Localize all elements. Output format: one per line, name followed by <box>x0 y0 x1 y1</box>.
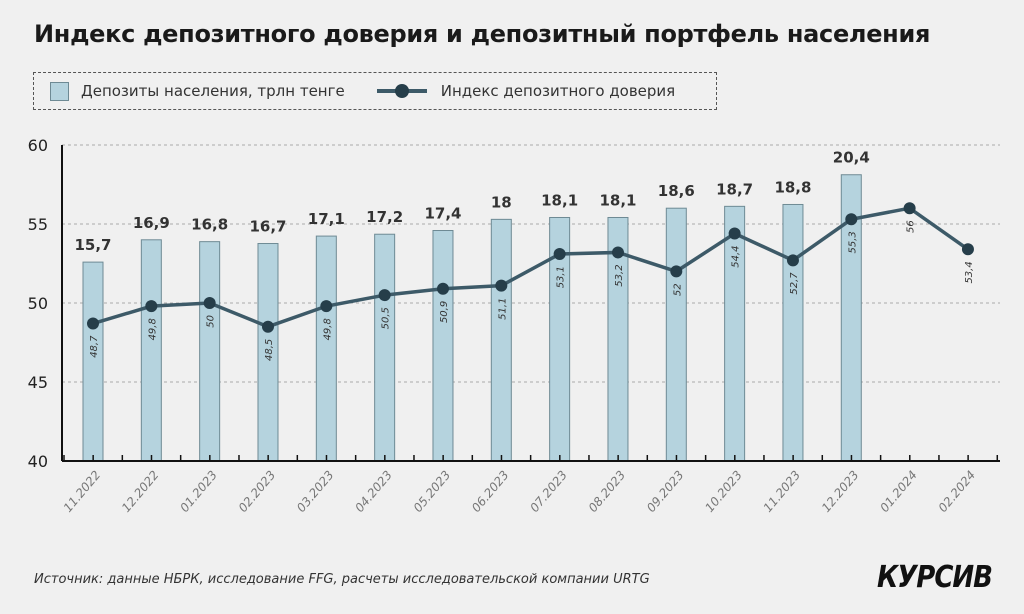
legend-bar-swatch <box>50 81 69 101</box>
x-tick-label: 08.2023 <box>586 468 629 515</box>
y-tick-label: 40 <box>28 452 48 471</box>
x-tick-label: 12.2022 <box>119 468 162 515</box>
bar <box>782 203 804 462</box>
index-value-label: 55,3 <box>847 231 858 253</box>
x-tick-label: 11.2023 <box>761 468 804 515</box>
x-tick-label: 01.2024 <box>877 468 920 515</box>
index-value-label: 56 <box>906 220 917 233</box>
bar <box>432 230 454 462</box>
bar-value-label: 17,4 <box>424 205 461 223</box>
bar-value-label: 20,4 <box>833 149 870 167</box>
legend-line-swatch <box>376 84 427 98</box>
index-point <box>378 289 391 302</box>
index-point <box>436 282 449 295</box>
index-point <box>87 317 99 330</box>
index-value-label: 48,5 <box>264 339 275 361</box>
index-value-label: 51,1 <box>497 298 508 320</box>
index-value-label: 49,8 <box>322 318 333 340</box>
x-tick-label: 09.2023 <box>644 468 687 515</box>
bar-value-label: 17,2 <box>366 208 403 226</box>
index-point <box>786 254 799 267</box>
bar <box>374 233 396 462</box>
legend-line-label: Индекс депозитного доверия <box>440 82 676 100</box>
bar-value-label: 18 <box>491 193 512 211</box>
bar-value-label: 18,1 <box>599 191 636 209</box>
index-value-label: 53,4 <box>964 261 975 283</box>
y-tick-label: 55 <box>28 215 48 234</box>
bar-value-label: 15,7 <box>74 236 111 254</box>
index-value-label: 53,1 <box>556 266 567 288</box>
index-value-label: 50 <box>206 315 217 328</box>
index-point <box>320 300 333 313</box>
bar <box>315 235 337 462</box>
bar-value-label: 17,1 <box>308 210 345 228</box>
x-tick-label: 03.2023 <box>294 468 337 515</box>
bar-value-label: 16,7 <box>249 218 286 236</box>
index-value-label: 49,8 <box>147 318 158 340</box>
x-tick-label: 05.2023 <box>411 468 454 515</box>
legend: Депозиты населения, трлн тенге Индекс де… <box>33 72 717 110</box>
bar-value-label: 18,6 <box>658 182 695 200</box>
index-point <box>145 300 158 313</box>
index-line <box>92 206 969 329</box>
x-tick-label: 01.2023 <box>177 468 220 515</box>
bar <box>199 241 221 462</box>
y-tick-label: 45 <box>28 373 48 392</box>
y-tick-label: 60 <box>28 136 48 155</box>
bar-value-label: 16,8 <box>191 216 228 234</box>
x-tick-label: 11.2022 <box>61 468 104 515</box>
x-tick-label: 02.2023 <box>236 468 279 515</box>
index-point <box>903 202 916 215</box>
bar-value-label: 16,9 <box>133 214 170 232</box>
index-point <box>961 243 974 256</box>
index-point <box>553 248 566 261</box>
index-point <box>845 213 858 226</box>
x-tick-label: 07.2023 <box>527 468 570 515</box>
index-point <box>670 265 683 278</box>
index-value-label: 50,5 <box>381 307 392 329</box>
legend-bar-label: Депозиты населения, трлн тенге <box>81 82 345 100</box>
bar <box>665 207 687 462</box>
x-tick-label: 12.2023 <box>819 468 862 515</box>
bar-value-label: 18,7 <box>716 180 753 198</box>
index-value-label: 48,7 <box>89 335 100 358</box>
bar-value-label: 18,8 <box>774 178 811 196</box>
index-point <box>261 320 274 333</box>
index-value-label: 53,2 <box>614 264 625 286</box>
bar <box>140 239 162 462</box>
source-note: Источник: данные НБРК, исследование FFG,… <box>34 572 650 587</box>
x-tick-label: 04.2023 <box>352 468 395 515</box>
x-tick-label: 06.2023 <box>469 468 512 515</box>
logo: КУРСИВ <box>876 560 993 596</box>
index-point <box>611 246 624 259</box>
index-value-label: 52,7 <box>789 272 800 295</box>
index-value-label: 50,9 <box>439 301 450 323</box>
chart-title: Индекс депозитного доверия и депозитный … <box>34 20 931 48</box>
x-tick-label: 10.2023 <box>702 468 745 515</box>
index-point <box>495 279 508 292</box>
index-point <box>203 297 216 309</box>
y-tick-label: 50 <box>28 294 48 313</box>
bar <box>82 261 104 462</box>
index-value-label: 52 <box>672 283 683 296</box>
bar <box>490 218 512 462</box>
bar-value-label: 18,1 <box>541 191 578 209</box>
bar <box>724 205 746 462</box>
index-point <box>728 227 741 240</box>
index-value-label: 54,4 <box>731 245 742 267</box>
x-tick-label: 02.2024 <box>936 468 979 515</box>
